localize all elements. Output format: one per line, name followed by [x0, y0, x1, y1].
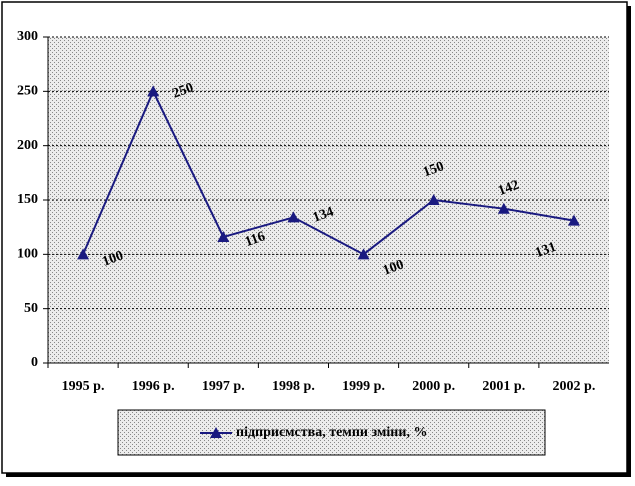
- data-label: 142: [496, 178, 521, 199]
- y-tick-label: 300: [17, 29, 38, 44]
- marker: [217, 230, 230, 242]
- data-label: 134: [311, 204, 336, 225]
- x-tick-label: 1997 р.: [202, 379, 245, 394]
- y-tick-label: 150: [17, 192, 38, 207]
- y-tick-label: 100: [17, 247, 38, 262]
- legend-label: підприємства, темпи зміни, %: [236, 425, 427, 440]
- marker: [77, 248, 90, 260]
- y-tick-label: 200: [17, 138, 38, 153]
- x-tick-label: 2001 р.: [482, 379, 525, 394]
- marker: [357, 248, 370, 260]
- y-tick-label: 250: [17, 84, 38, 99]
- marker: [147, 85, 160, 97]
- data-label: 150: [421, 159, 446, 180]
- y-tick-label: 50: [24, 301, 38, 316]
- data-label: 131: [533, 240, 558, 261]
- marker: [427, 194, 440, 205]
- x-tick-label: 2002 р.: [553, 379, 596, 394]
- marker: [497, 202, 510, 214]
- data-label: 250: [171, 80, 196, 101]
- x-tick-label: 1999 р.: [342, 379, 385, 394]
- data-label: 100: [381, 257, 406, 278]
- marker: [287, 211, 300, 223]
- data-label: 100: [101, 248, 126, 269]
- data-label: 116: [243, 229, 267, 250]
- x-tick-label: 1996 р.: [132, 379, 175, 394]
- x-tick-label: 1995 р.: [62, 379, 105, 394]
- marker: [567, 214, 580, 226]
- legend-box: [117, 409, 546, 456]
- line: [82, 88, 575, 256]
- legend-marker: [210, 427, 222, 438]
- x-tick-label: 2000 р.: [412, 379, 455, 394]
- x-tick-label: 1998 р.: [272, 379, 315, 394]
- y-tick-label: 0: [31, 355, 38, 370]
